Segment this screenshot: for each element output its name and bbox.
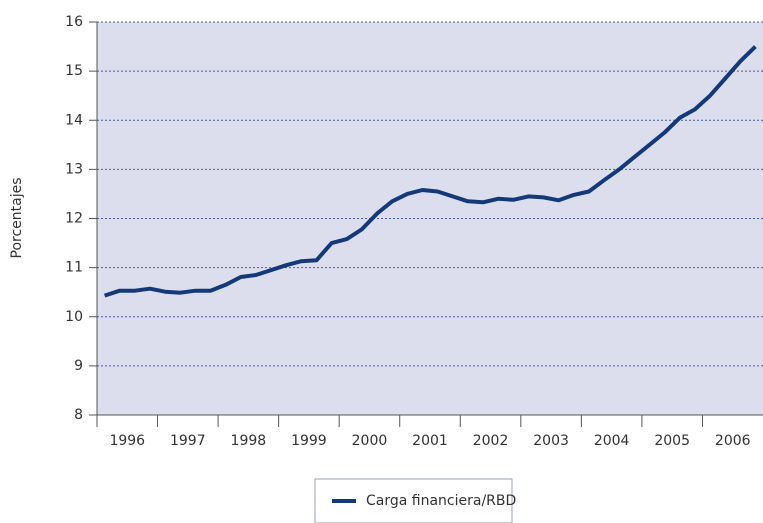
y-tick-label: 11 — [65, 260, 83, 276]
legend-label: Carga financiera/RBD — [366, 493, 516, 509]
x-tick-label: 1999 — [291, 433, 327, 449]
x-tick-label: 2004 — [594, 433, 630, 449]
x-tick-label: 1996 — [109, 433, 145, 449]
y-tick-label: 10 — [65, 309, 83, 325]
x-tick-label: 2002 — [473, 433, 509, 449]
y-axis-label: Porcentajes — [9, 177, 25, 258]
x-tick-label: 1998 — [231, 433, 267, 449]
x-tick-label: 2005 — [654, 433, 690, 449]
x-tick-label: 2003 — [533, 433, 569, 449]
y-tick-label: 12 — [65, 211, 83, 227]
x-tick-label: 2001 — [412, 433, 448, 449]
x-tick-label: 2000 — [352, 433, 388, 449]
y-tick-label: 15 — [65, 63, 83, 79]
x-tick-label: 2006 — [715, 433, 751, 449]
y-tick-label: 14 — [65, 112, 83, 128]
y-tick-label: 13 — [65, 161, 83, 177]
y-tick-label: 16 — [65, 14, 83, 30]
y-tick-label: 8 — [74, 407, 83, 423]
x-tick-label: 1997 — [170, 433, 206, 449]
series-line — [103, 45, 757, 298]
y-tick-label: 9 — [74, 358, 83, 374]
